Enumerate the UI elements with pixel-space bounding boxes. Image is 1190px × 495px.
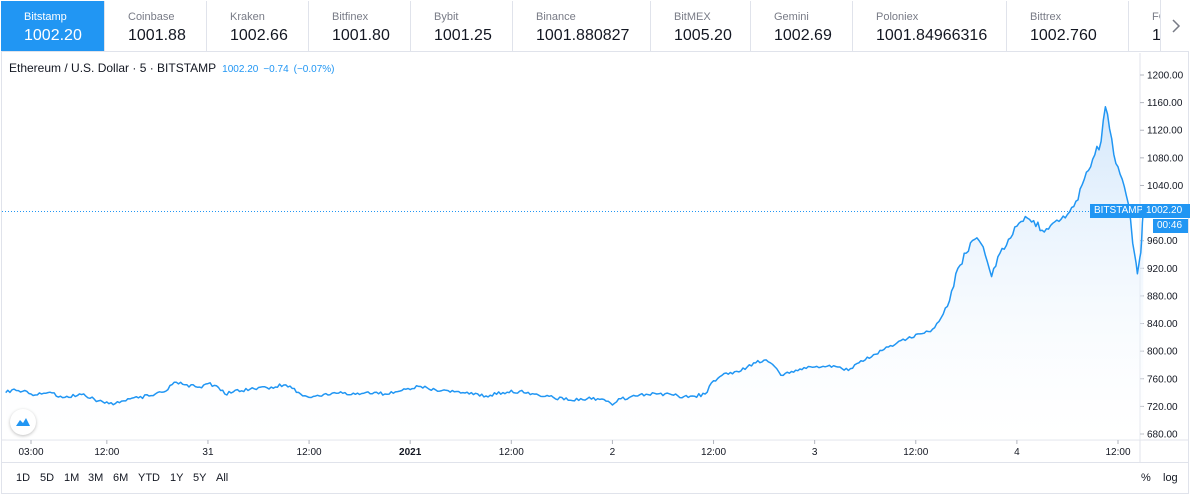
- bar-countdown-label: 00:46: [1153, 219, 1188, 233]
- exchange-name: Bittrex: [1030, 11, 1062, 23]
- exchange-price: 1005.20: [674, 27, 732, 44]
- exchange-price: 1002.20: [24, 27, 82, 44]
- chart-frame: [1, 52, 1189, 494]
- tradingview-logo-icon: [16, 418, 30, 426]
- exchange-name: Coinbase: [128, 11, 175, 23]
- y-tick-label: 1120.00: [1147, 126, 1183, 137]
- tradingview-logo-button[interactable]: [10, 409, 36, 435]
- exchange-tab-bybit[interactable]: Bybit 1001.25: [411, 1, 513, 51]
- price-series-line: [5, 106, 1145, 406]
- y-tick-label: 840.00: [1147, 319, 1178, 330]
- x-tick-label: 12:00: [701, 447, 726, 458]
- x-tick-label: 31: [202, 447, 214, 458]
- range-6m[interactable]: 6M: [113, 472, 129, 484]
- y-tick-label: 1160.00: [1147, 98, 1183, 109]
- y-tick-label: 680.00: [1147, 430, 1178, 441]
- y-tick-label: 960.00: [1147, 236, 1178, 247]
- exchange-tab-poloniex[interactable]: Poloniex 1001.84966316: [853, 1, 1007, 51]
- log-scale-toggle[interactable]: log: [1163, 472, 1178, 484]
- exchange-price: 1001.88: [128, 27, 186, 44]
- price-change-pct: (−0.07%): [293, 64, 335, 75]
- range-1y[interactable]: 1Y: [170, 472, 184, 484]
- exchange-name: BitMEX: [674, 11, 711, 23]
- exchange-tab-binance[interactable]: Binance 1001.880827: [513, 1, 651, 51]
- y-tick-label: 720.00: [1147, 402, 1178, 413]
- exchange-name: Binance: [536, 11, 576, 23]
- x-tick-label: 12:00: [499, 447, 524, 458]
- exchange-price: 1001.80: [332, 27, 390, 44]
- exchange-tab-kraken[interactable]: Kraken 1002.66: [207, 1, 309, 51]
- exchange-tab-gemini[interactable]: Gemini 1002.69: [751, 1, 853, 51]
- x-tick-label: 12:00: [903, 447, 928, 458]
- y-tick-label: 1080.00: [1147, 153, 1184, 164]
- exchange-tab-bitfinex[interactable]: Bitfinex 1001.80: [309, 1, 411, 51]
- chart-legend: Ethereum / U.S. Dollar · 5 · BITSTAMP 10…: [9, 61, 335, 75]
- x-tick-label: 2021: [399, 447, 422, 458]
- price-area-fill: [5, 106, 1144, 441]
- x-tick-label: 2: [610, 447, 616, 458]
- exchange-name: Gemini: [774, 11, 809, 23]
- x-tick-label: 12:00: [1105, 447, 1130, 458]
- last-price: 1002.20: [222, 64, 259, 75]
- x-tick-label: 4: [1014, 447, 1020, 458]
- tabs-scroll-next-button[interactable]: [1160, 0, 1190, 51]
- x-tick-label: 3: [812, 447, 818, 458]
- exchange-tab-coinbase[interactable]: Coinbase 1001.88: [105, 1, 207, 51]
- range-1m[interactable]: 1M: [64, 472, 80, 484]
- y-tick-label: 920.00: [1147, 264, 1178, 275]
- x-tick-label: 12:00: [297, 447, 322, 458]
- exchange-price: 1001.25: [434, 27, 492, 44]
- exchange-name: Bybit: [434, 11, 459, 23]
- exchange-tab-bitmex[interactable]: BitMEX 1005.20: [651, 1, 751, 51]
- range-ytd[interactable]: YTD: [138, 472, 160, 484]
- exchange-name: Poloniex: [876, 11, 919, 23]
- exchange-price: 1002.69: [774, 27, 832, 44]
- y-tick-label: 1200.00: [1147, 71, 1184, 82]
- exchange-price: 1002.760: [1030, 27, 1097, 44]
- symbol-title: Ethereum / U.S. Dollar · 5 · BITSTAMP: [9, 61, 217, 75]
- y-tick-label: 1040.00: [1147, 181, 1184, 192]
- exchange-name: Bitstamp: [24, 11, 67, 23]
- x-tick-label: 03:00: [18, 447, 43, 458]
- y-tick-label: 760.00: [1147, 374, 1178, 385]
- bottom-toolbar: 1D 5D 1M 3M 6M YTD 1Y 5Y All % log: [2, 462, 1188, 493]
- y-tick-label: 800.00: [1147, 347, 1178, 358]
- last-quote: 1002.20 −0.74 (−0.07%): [222, 64, 334, 75]
- exchange-price: 1002.66: [230, 27, 288, 44]
- percent-scale-toggle[interactable]: %: [1141, 472, 1151, 484]
- last-price-label: 1002.20: [1142, 204, 1190, 218]
- exchange-name: Kraken: [230, 11, 265, 23]
- x-tick-label: 12:00: [94, 447, 119, 458]
- y-tick-label: 880.00: [1147, 291, 1178, 302]
- range-5d[interactable]: 5D: [40, 472, 55, 484]
- range-5y[interactable]: 5Y: [193, 472, 207, 484]
- range-all[interactable]: All: [216, 472, 229, 484]
- range-1d[interactable]: 1D: [16, 472, 31, 484]
- chevron-right-icon: [1171, 18, 1180, 33]
- exchange-price-label: BITSTAMP: [1090, 204, 1148, 218]
- price-change: −0.74: [263, 64, 289, 75]
- exchange-tab-bittrex[interactable]: Bittrex 1002.760: [1007, 1, 1129, 51]
- exchange-price: 1001.84966316: [876, 27, 988, 44]
- exchange-tab-bitstamp[interactable]: Bitstamp 1002.20: [1, 1, 105, 51]
- range-3m[interactable]: 3M: [88, 472, 104, 484]
- exchange-price: 1001.880827: [536, 27, 630, 44]
- exchange-tabs: Bitstamp 1002.20 Coinbase 1001.88 Kraken 1002…: [1, 1, 1189, 52]
- exchange-name: Bitfinex: [332, 11, 369, 23]
